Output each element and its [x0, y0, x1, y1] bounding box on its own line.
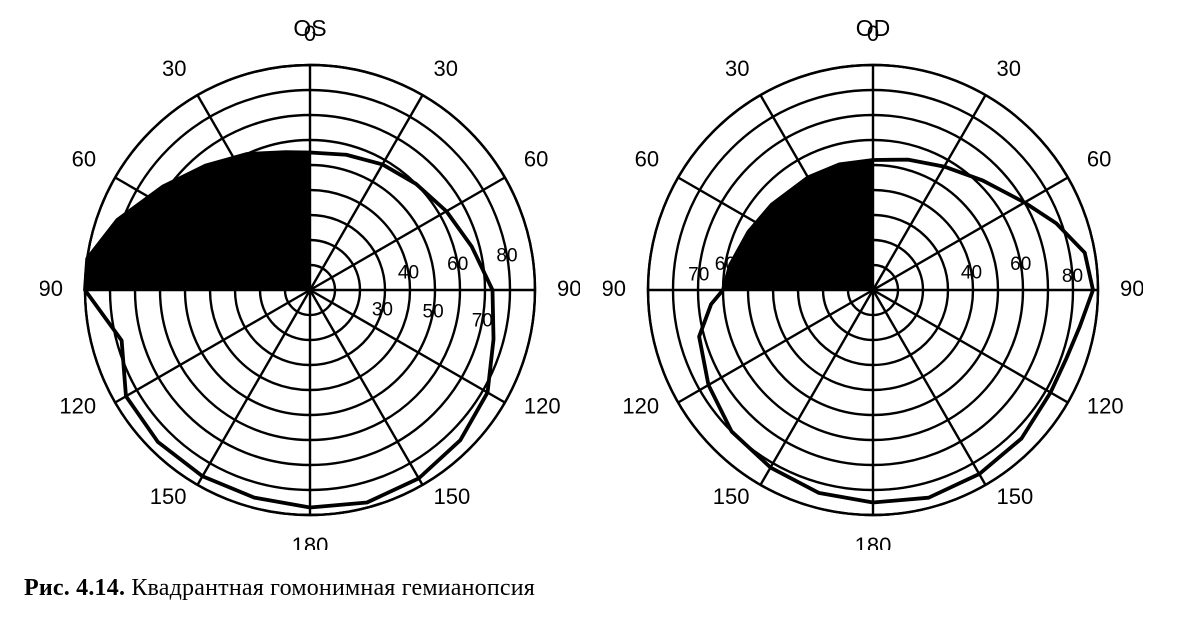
chart-od: OD03060901201501801501209060304060607080 — [603, 10, 1143, 555]
polar-chart-od: OD03060901201501801501209060304060607080 — [603, 10, 1143, 550]
ring-label: 40 — [961, 263, 982, 284]
scotoma — [648, 65, 873, 290]
angle-label: 90 — [40, 276, 63, 301]
angle-label: 90 — [603, 276, 626, 301]
angle-label: 150 — [713, 484, 750, 509]
chart-os: OS03060901201501801501209060303040506070… — [40, 10, 580, 555]
angle-label: 30 — [997, 56, 1021, 81]
caption-prefix: Рис. 4.14. — [24, 575, 125, 601]
figure-caption: Рис. 4.14. Квадрантная гомонимная гемиан… — [24, 575, 535, 602]
ring-label: 70 — [688, 265, 709, 286]
figure-container: { "figure": { "caption_prefix": "Рис. 4.… — [0, 0, 1183, 620]
ring-label: 30 — [372, 299, 393, 320]
angle-label: 30 — [725, 56, 749, 81]
ring-label: 70 — [472, 310, 493, 331]
caption-text: Квадрантная гомонимная гемианопсия — [131, 575, 535, 601]
angle-label: 120 — [524, 394, 561, 419]
ring-label: 80 — [1062, 266, 1083, 287]
angle-label: 0 — [867, 21, 879, 46]
angle-label: 90 — [557, 276, 580, 301]
angle-label: 180 — [855, 533, 892, 550]
angle-label: 120 — [59, 394, 96, 419]
ring-label: 60 — [715, 254, 736, 275]
angle-label: 30 — [434, 56, 458, 81]
angle-label: 120 — [1087, 394, 1124, 419]
ring-label: 80 — [496, 245, 517, 266]
angle-label: 120 — [622, 394, 659, 419]
angle-label: 60 — [524, 147, 548, 172]
angle-label: 150 — [150, 484, 187, 509]
angle-label: 60 — [72, 147, 96, 172]
ring-label: 40 — [398, 263, 419, 284]
angle-label: 150 — [434, 484, 471, 509]
angle-label: 150 — [997, 484, 1034, 509]
angle-label: 60 — [1087, 147, 1111, 172]
ring-label: 60 — [447, 254, 468, 275]
ring-label: 60 — [1010, 254, 1031, 275]
ring-label: 50 — [423, 302, 444, 323]
angle-label: 60 — [635, 147, 659, 172]
scotoma — [85, 65, 310, 290]
angle-label: 30 — [162, 56, 186, 81]
angle-label: 90 — [1120, 276, 1143, 301]
angle-label: 0 — [304, 21, 316, 46]
charts-row: OS03060901201501801501209060303040506070… — [0, 0, 1183, 555]
polar-chart-os: OS03060901201501801501209060303040506070… — [40, 10, 580, 550]
angle-label: 180 — [292, 533, 329, 550]
